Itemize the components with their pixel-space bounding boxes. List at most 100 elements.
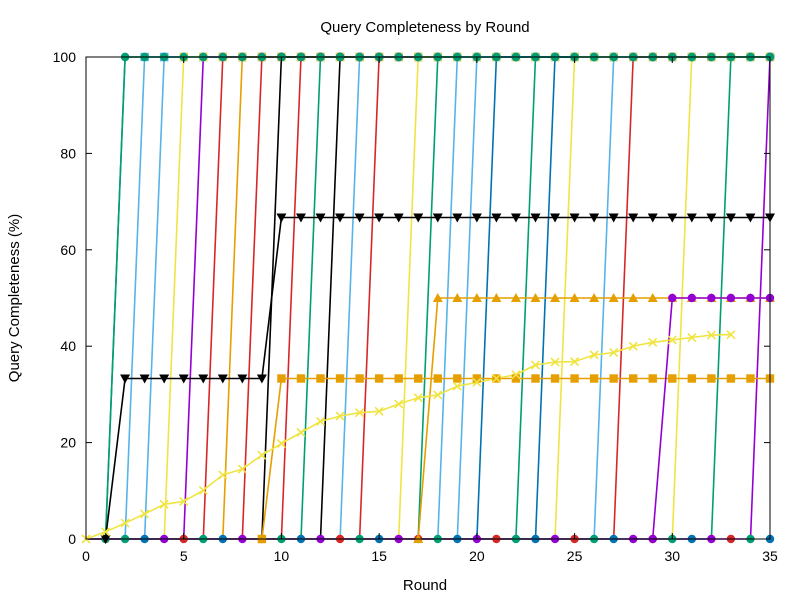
series-point (276, 438, 286, 449)
series-point (589, 213, 600, 223)
series-point (530, 293, 541, 302)
x-tick-label: 25 (567, 548, 583, 564)
series-point (315, 213, 326, 223)
chart-title: Query Completeness by Round (320, 19, 529, 36)
series-point (433, 390, 443, 400)
series-point (139, 374, 150, 384)
series-point (198, 485, 208, 495)
series-point (453, 374, 462, 383)
y-tick-label: 0 (68, 531, 76, 547)
series-point (414, 374, 423, 383)
series-point (491, 293, 502, 302)
series-point (354, 213, 365, 223)
series-point (276, 213, 287, 223)
series-point (315, 416, 326, 426)
series-point (628, 341, 638, 351)
series-point (668, 374, 677, 383)
series-point (629, 374, 638, 383)
series-line (417, 297, 770, 540)
series-point (471, 213, 482, 223)
y-tick-label: 80 (60, 145, 76, 161)
series-point (178, 374, 189, 384)
series-point (746, 374, 755, 383)
x-tick-label: 15 (371, 548, 387, 564)
series-point (550, 213, 561, 223)
y-axis-label: Query Completeness (%) (6, 214, 23, 382)
series-point (277, 374, 286, 383)
series-point (140, 509, 150, 519)
series-point (647, 213, 658, 223)
series-line (261, 377, 770, 540)
y-tick-label: 100 (53, 49, 77, 65)
series-point (745, 213, 756, 223)
series-point (295, 213, 306, 223)
series-point (706, 213, 717, 223)
series-point (550, 293, 561, 302)
series-point (179, 496, 189, 506)
x-axis-label: Round (403, 577, 447, 594)
series-point (668, 293, 677, 303)
series-point (198, 374, 209, 384)
series-point (608, 213, 619, 223)
series-point (472, 374, 482, 383)
series-point (726, 330, 736, 340)
series-point (355, 408, 365, 418)
series-point (589, 293, 600, 302)
series-point (589, 374, 599, 383)
series-point (609, 347, 619, 358)
series-point (374, 213, 385, 223)
x-axis: 0 5 10 15 20 25 30 35 (82, 57, 778, 564)
series-point (335, 213, 346, 223)
series-point (394, 374, 403, 383)
plot-lines (85, 56, 771, 540)
series-point (628, 213, 639, 223)
series-point (218, 470, 228, 480)
series-point (725, 213, 736, 223)
series-point (472, 377, 482, 387)
series-point (393, 213, 404, 223)
y-axis: 0 20 40 60 80 100 (53, 49, 770, 547)
series-point (687, 374, 697, 383)
series-point (570, 357, 580, 367)
series-point (237, 464, 247, 474)
series-point (648, 337, 658, 347)
y-tick-label: 60 (60, 242, 76, 258)
series-point (257, 450, 267, 460)
series-point (530, 213, 541, 223)
series-point (647, 293, 658, 302)
series-point (491, 373, 501, 384)
series-point (648, 374, 657, 383)
series-point (100, 527, 111, 537)
series-point (686, 213, 697, 223)
y-tick-label: 40 (60, 338, 76, 354)
series-point (217, 374, 228, 384)
series-point (667, 213, 678, 223)
series-point (550, 357, 560, 367)
series-point (433, 374, 442, 383)
series-point (413, 393, 423, 403)
series-point (510, 293, 521, 302)
series-point (550, 374, 560, 383)
series-point (374, 406, 384, 416)
series-point (570, 374, 579, 383)
series-line (85, 333, 731, 540)
plot-frame (85, 56, 771, 540)
series-point (355, 374, 364, 383)
series-point (120, 518, 130, 528)
series-point (530, 360, 541, 370)
x-tick-label: 10 (274, 548, 290, 564)
series-point (491, 213, 502, 223)
series-point (452, 381, 462, 391)
series-point (569, 293, 580, 302)
series-point (706, 330, 716, 340)
series-point (296, 427, 306, 438)
series-point (335, 374, 345, 383)
x-tick-label: 0 (82, 548, 90, 564)
series-point (335, 411, 345, 421)
series-point (687, 293, 697, 303)
series-point (569, 213, 580, 223)
series-point (296, 374, 306, 383)
series-point (471, 293, 482, 302)
series-point (510, 213, 521, 223)
